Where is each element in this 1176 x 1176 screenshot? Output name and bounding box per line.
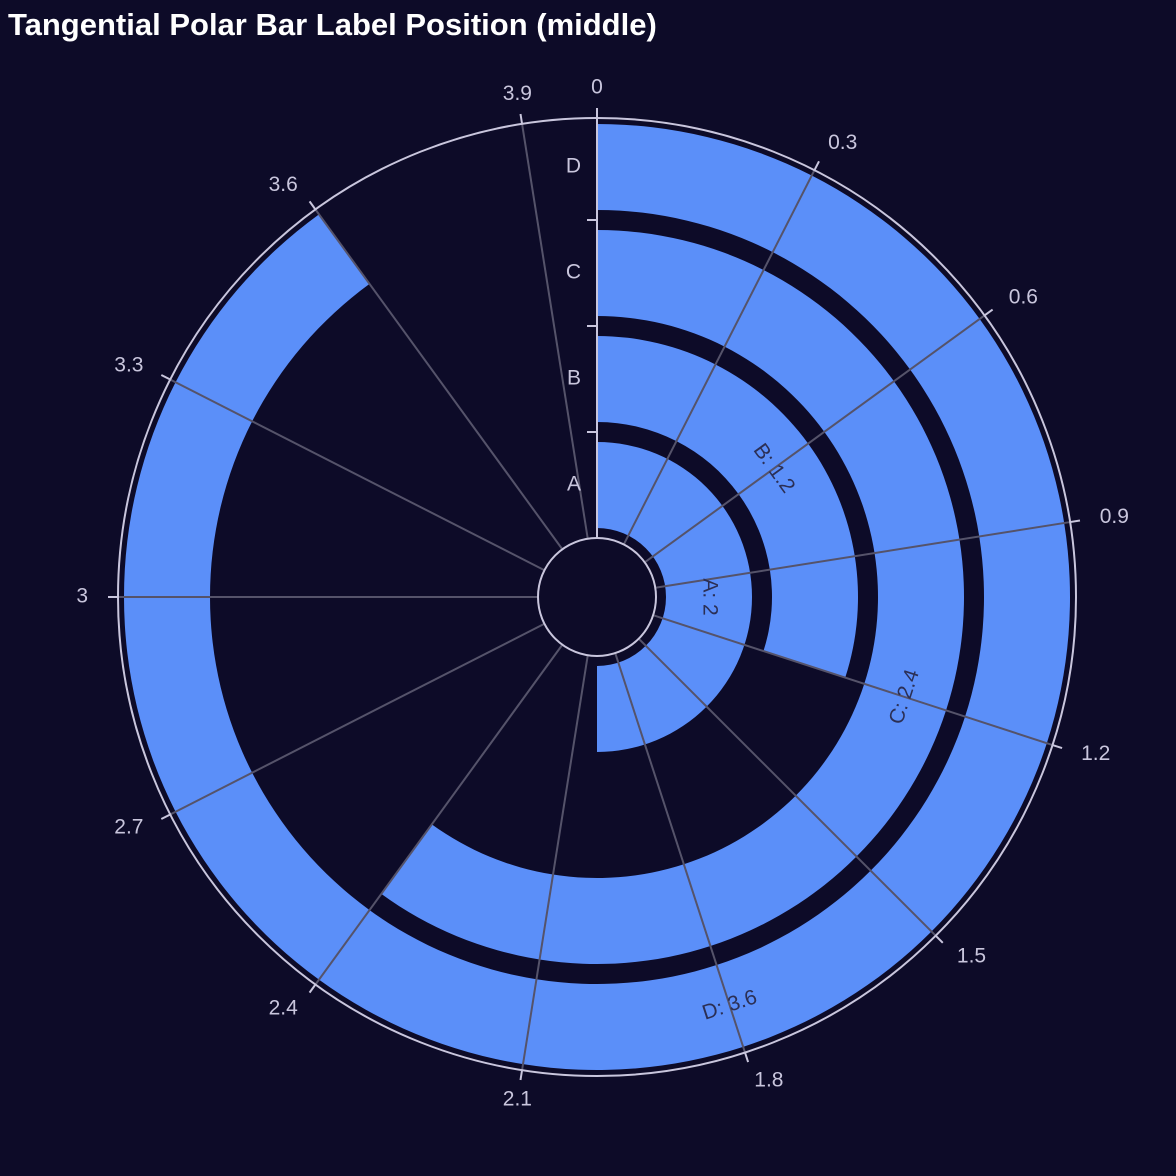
angular-tick-label: 3.9 — [503, 82, 532, 105]
category-label: D — [566, 155, 581, 178]
category-label: C — [566, 261, 581, 284]
bar-value-label: A: 2 — [698, 578, 721, 615]
angular-tick — [934, 934, 944, 944]
radial-gridline — [622, 169, 816, 545]
radial-gridline — [169, 378, 545, 572]
radial-gridline — [655, 521, 1071, 589]
angular-tick — [813, 160, 820, 171]
angular-tick — [160, 813, 171, 820]
bar-C — [381, 230, 964, 965]
grid-layer — [118, 123, 1071, 1071]
angular-tick — [308, 200, 317, 211]
angular-tick-label: 1.2 — [1081, 742, 1110, 765]
angular-tick — [308, 983, 317, 994]
angular-tick-label: 2.7 — [114, 816, 143, 839]
angular-tick — [1069, 519, 1081, 524]
angular-tick-label: 1.8 — [754, 1069, 783, 1092]
radial-gridline — [638, 638, 937, 937]
radial-gridline — [169, 622, 545, 816]
radial-gridline — [614, 652, 746, 1053]
radial-gridline — [644, 314, 986, 564]
angular-tick-label: 3 — [76, 585, 88, 608]
axis-layer — [108, 108, 1081, 1081]
category-label: B — [567, 367, 581, 390]
angular-tick-label: 2.4 — [269, 996, 299, 1019]
angular-tick-label: 3.6 — [269, 173, 298, 196]
category-label: A — [567, 473, 581, 496]
angular-tick-label: 0.3 — [828, 131, 857, 154]
angular-tick — [744, 1052, 750, 1063]
angular-tick — [1052, 744, 1063, 750]
angular-tick-label: 2.1 — [503, 1087, 532, 1110]
angular-tick-label: 0.9 — [1100, 505, 1129, 528]
angular-tick-label: 0 — [591, 76, 603, 99]
angular-tick-label: 1.5 — [957, 944, 986, 967]
angular-tick — [983, 308, 994, 317]
angular-tick-label: 0.6 — [1009, 285, 1038, 308]
angular-tick-label: 3.3 — [114, 353, 143, 376]
angular-tick — [160, 374, 171, 381]
inner-circle — [537, 537, 657, 657]
angular-tick — [519, 113, 524, 125]
radial-gridline — [652, 614, 1053, 746]
radial-gridline — [314, 208, 564, 550]
chart-title: Tangential Polar Bar Label Position (mid… — [8, 7, 657, 42]
radial-gridline — [521, 123, 589, 539]
radial-gridline — [521, 655, 589, 1071]
bar-A — [597, 442, 752, 752]
angular-tick — [519, 1069, 524, 1081]
radial-gridline — [314, 644, 564, 986]
bar-B — [597, 336, 858, 678]
